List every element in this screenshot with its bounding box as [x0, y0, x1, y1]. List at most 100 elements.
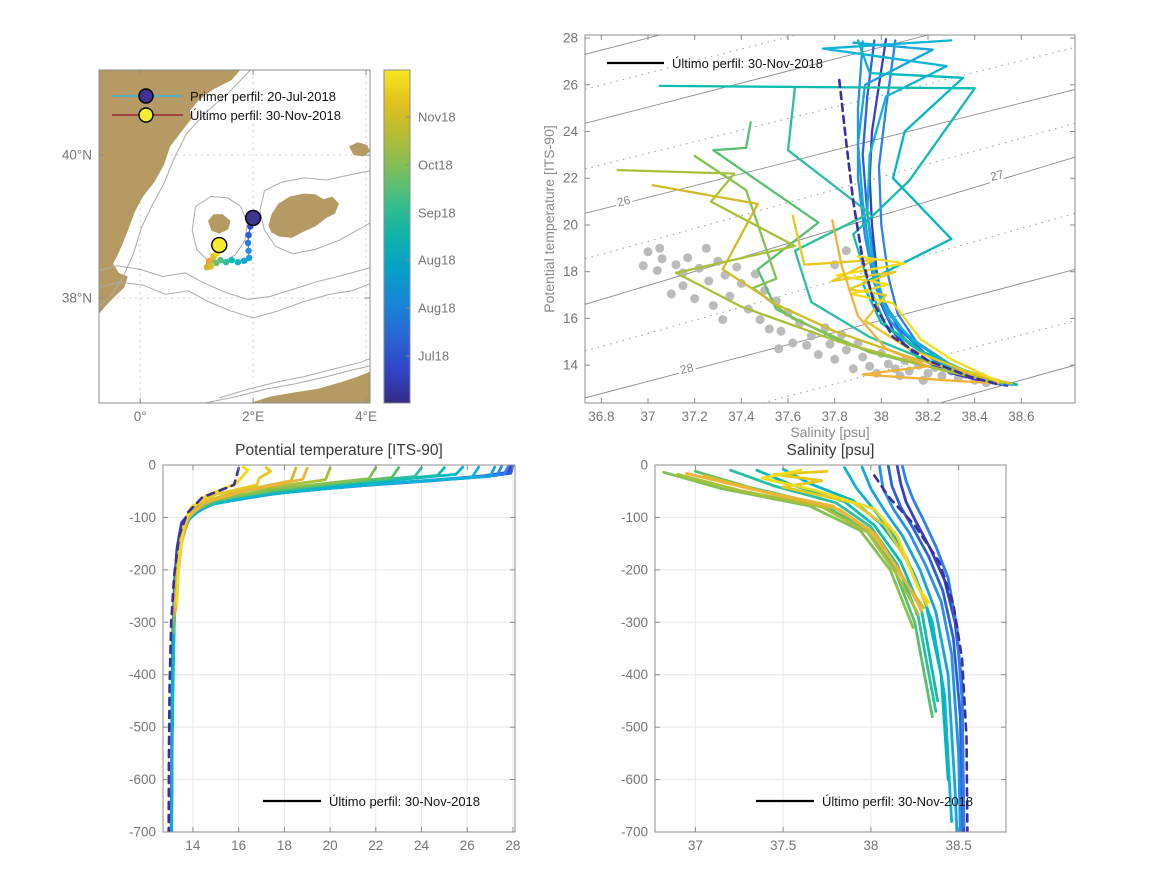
salinity-profile-panel: 37 37.5 38 38.5 0 -100 -200 -300 -400 -500 -600 -70…: [621, 458, 1007, 853]
temp-legend-label: Último perfil: 30-Nov-2018: [329, 794, 481, 809]
land-menorca: [349, 142, 370, 157]
salinity-panel-title: Salinity [psu]: [786, 442, 875, 459]
y-tick-label: -200: [129, 562, 156, 577]
x-tick-label: 37.5: [770, 838, 796, 853]
x-tick-label: 37: [640, 409, 655, 424]
temperature-profile-panel: 14 16 18 20 22 24 26 28 0 -100 -200 -300 -400 -500 -60…: [129, 458, 520, 854]
land-africa: [250, 371, 370, 403]
ts-yaxis-label: Potential temperature [ITS-90]: [541, 125, 557, 313]
profile-line: [170, 465, 465, 729]
x-tick-label: 18: [277, 838, 292, 853]
map-panel: 0° 2°E 4°E 38°N 40°N: [62, 69, 377, 424]
profile-line: [167, 466, 240, 832]
profile-line: [729, 468, 938, 713]
colorbar-tick-label: Nov18: [418, 109, 456, 124]
profile-line: [755, 468, 939, 703]
profile-line: [651, 184, 1014, 385]
profile-line: [860, 465, 959, 832]
profile-line: [170, 465, 497, 832]
sal-legend-label: Último perfil: 30-Nov-2018: [822, 794, 974, 809]
profile-line: [170, 465, 515, 832]
map-legend-ultimo-marker: [138, 107, 154, 123]
map-legend-primer-label: Primer perfil: 20-Jul-2018: [190, 89, 336, 104]
contour-label: 27: [989, 167, 1006, 184]
y-tick-label: 24: [563, 124, 579, 139]
x-tick-label: 28: [505, 838, 520, 853]
colorbar-tick-label: Jul18: [418, 349, 449, 364]
colorbar-tick-label: Sep18: [418, 205, 456, 220]
profile-line: [878, 465, 962, 832]
y-tick-label: 0: [148, 458, 156, 473]
x-tick-label: 37: [688, 838, 703, 853]
x-tick-label: 2°E: [242, 409, 264, 424]
y-tick-label: -500: [621, 720, 648, 735]
y-tick-label: -300: [621, 615, 648, 630]
profile-line: [877, 39, 1014, 387]
x-tick-label: 38.2: [915, 409, 941, 424]
y-tick-label: -100: [129, 510, 156, 525]
y-tick-label: -700: [129, 825, 156, 840]
x-tick-label: 16: [231, 838, 246, 853]
x-tick-label: 20: [323, 838, 338, 853]
date-colorbar: Nov18 Oct18 Sep18 Aug18 Aug18 Jul18: [383, 69, 456, 404]
colorbar-tick-label: Aug18: [418, 301, 456, 316]
land-spain: [99, 70, 241, 314]
first-profile-marker: [244, 209, 262, 227]
x-tick-label: 38.4: [962, 409, 989, 424]
y-tick-label: 14: [563, 358, 579, 373]
last-profile-marker: [211, 236, 228, 254]
x-tick-label: 38: [874, 409, 889, 424]
ts-legend-label: Último perfil: 30-Nov-2018: [672, 56, 824, 71]
y-tick-label: 16: [563, 311, 578, 326]
x-tick-label: 24: [414, 838, 430, 853]
x-tick-label: 14: [185, 838, 201, 853]
temperature-panel-title: Potential temperature [ITS-90]: [235, 442, 443, 459]
y-tick-label: 38°N: [62, 290, 92, 305]
x-tick-label: 22: [368, 838, 383, 853]
x-tick-label: 38.5: [945, 838, 971, 853]
profile-line: [170, 465, 503, 813]
y-tick-label: 22: [563, 171, 578, 186]
profile-line: [170, 465, 510, 832]
contour-label: 26: [616, 193, 633, 210]
profile-line: [901, 465, 966, 829]
y-tick-label: -500: [129, 720, 156, 735]
profile-line: [169, 465, 513, 832]
map-legend-ultimo-label: Último perfil: 30-Nov-2018: [190, 108, 342, 123]
ts-xaxis-label: Salinity [psu]: [790, 424, 870, 440]
map-legend-primer-marker: [138, 88, 154, 104]
profile-line: [831, 219, 1000, 385]
y-tick-label: -200: [621, 562, 648, 577]
legend-annotations: [112, 61, 814, 803]
profile-line: [873, 474, 969, 832]
profile-line: [856, 39, 1011, 385]
y-tick-label: 40°N: [62, 148, 92, 163]
colorbar-tick-label: Oct18: [418, 157, 453, 172]
y-tick-label: -300: [129, 615, 156, 630]
y-tick-label: -100: [621, 510, 648, 525]
x-tick-label: 4°E: [355, 409, 377, 424]
y-tick-label: -600: [129, 772, 156, 787]
x-tick-label: 37.8: [822, 409, 848, 424]
y-tick-label: -400: [621, 667, 648, 682]
contour-label: 28: [679, 360, 695, 377]
y-tick-label: 26: [563, 77, 578, 92]
x-tick-label: 36.8: [588, 409, 614, 424]
profile-line: [760, 468, 931, 604]
y-tick-label: -400: [129, 667, 156, 682]
y-tick-label: 20: [563, 217, 578, 232]
profile-line: [821, 39, 1018, 387]
x-tick-label: 26: [460, 838, 475, 853]
y-tick-label: -700: [621, 825, 648, 840]
profile-line: [837, 78, 1000, 386]
profile-line: [887, 465, 964, 832]
y-tick-label: -600: [621, 772, 648, 787]
x-tick-label: 38: [863, 838, 878, 853]
profile-line: [712, 121, 995, 383]
y-tick-label: 0: [640, 458, 648, 473]
profile-line: [676, 472, 920, 616]
profile-line: [685, 471, 924, 613]
y-tick-label: 28: [563, 31, 578, 46]
